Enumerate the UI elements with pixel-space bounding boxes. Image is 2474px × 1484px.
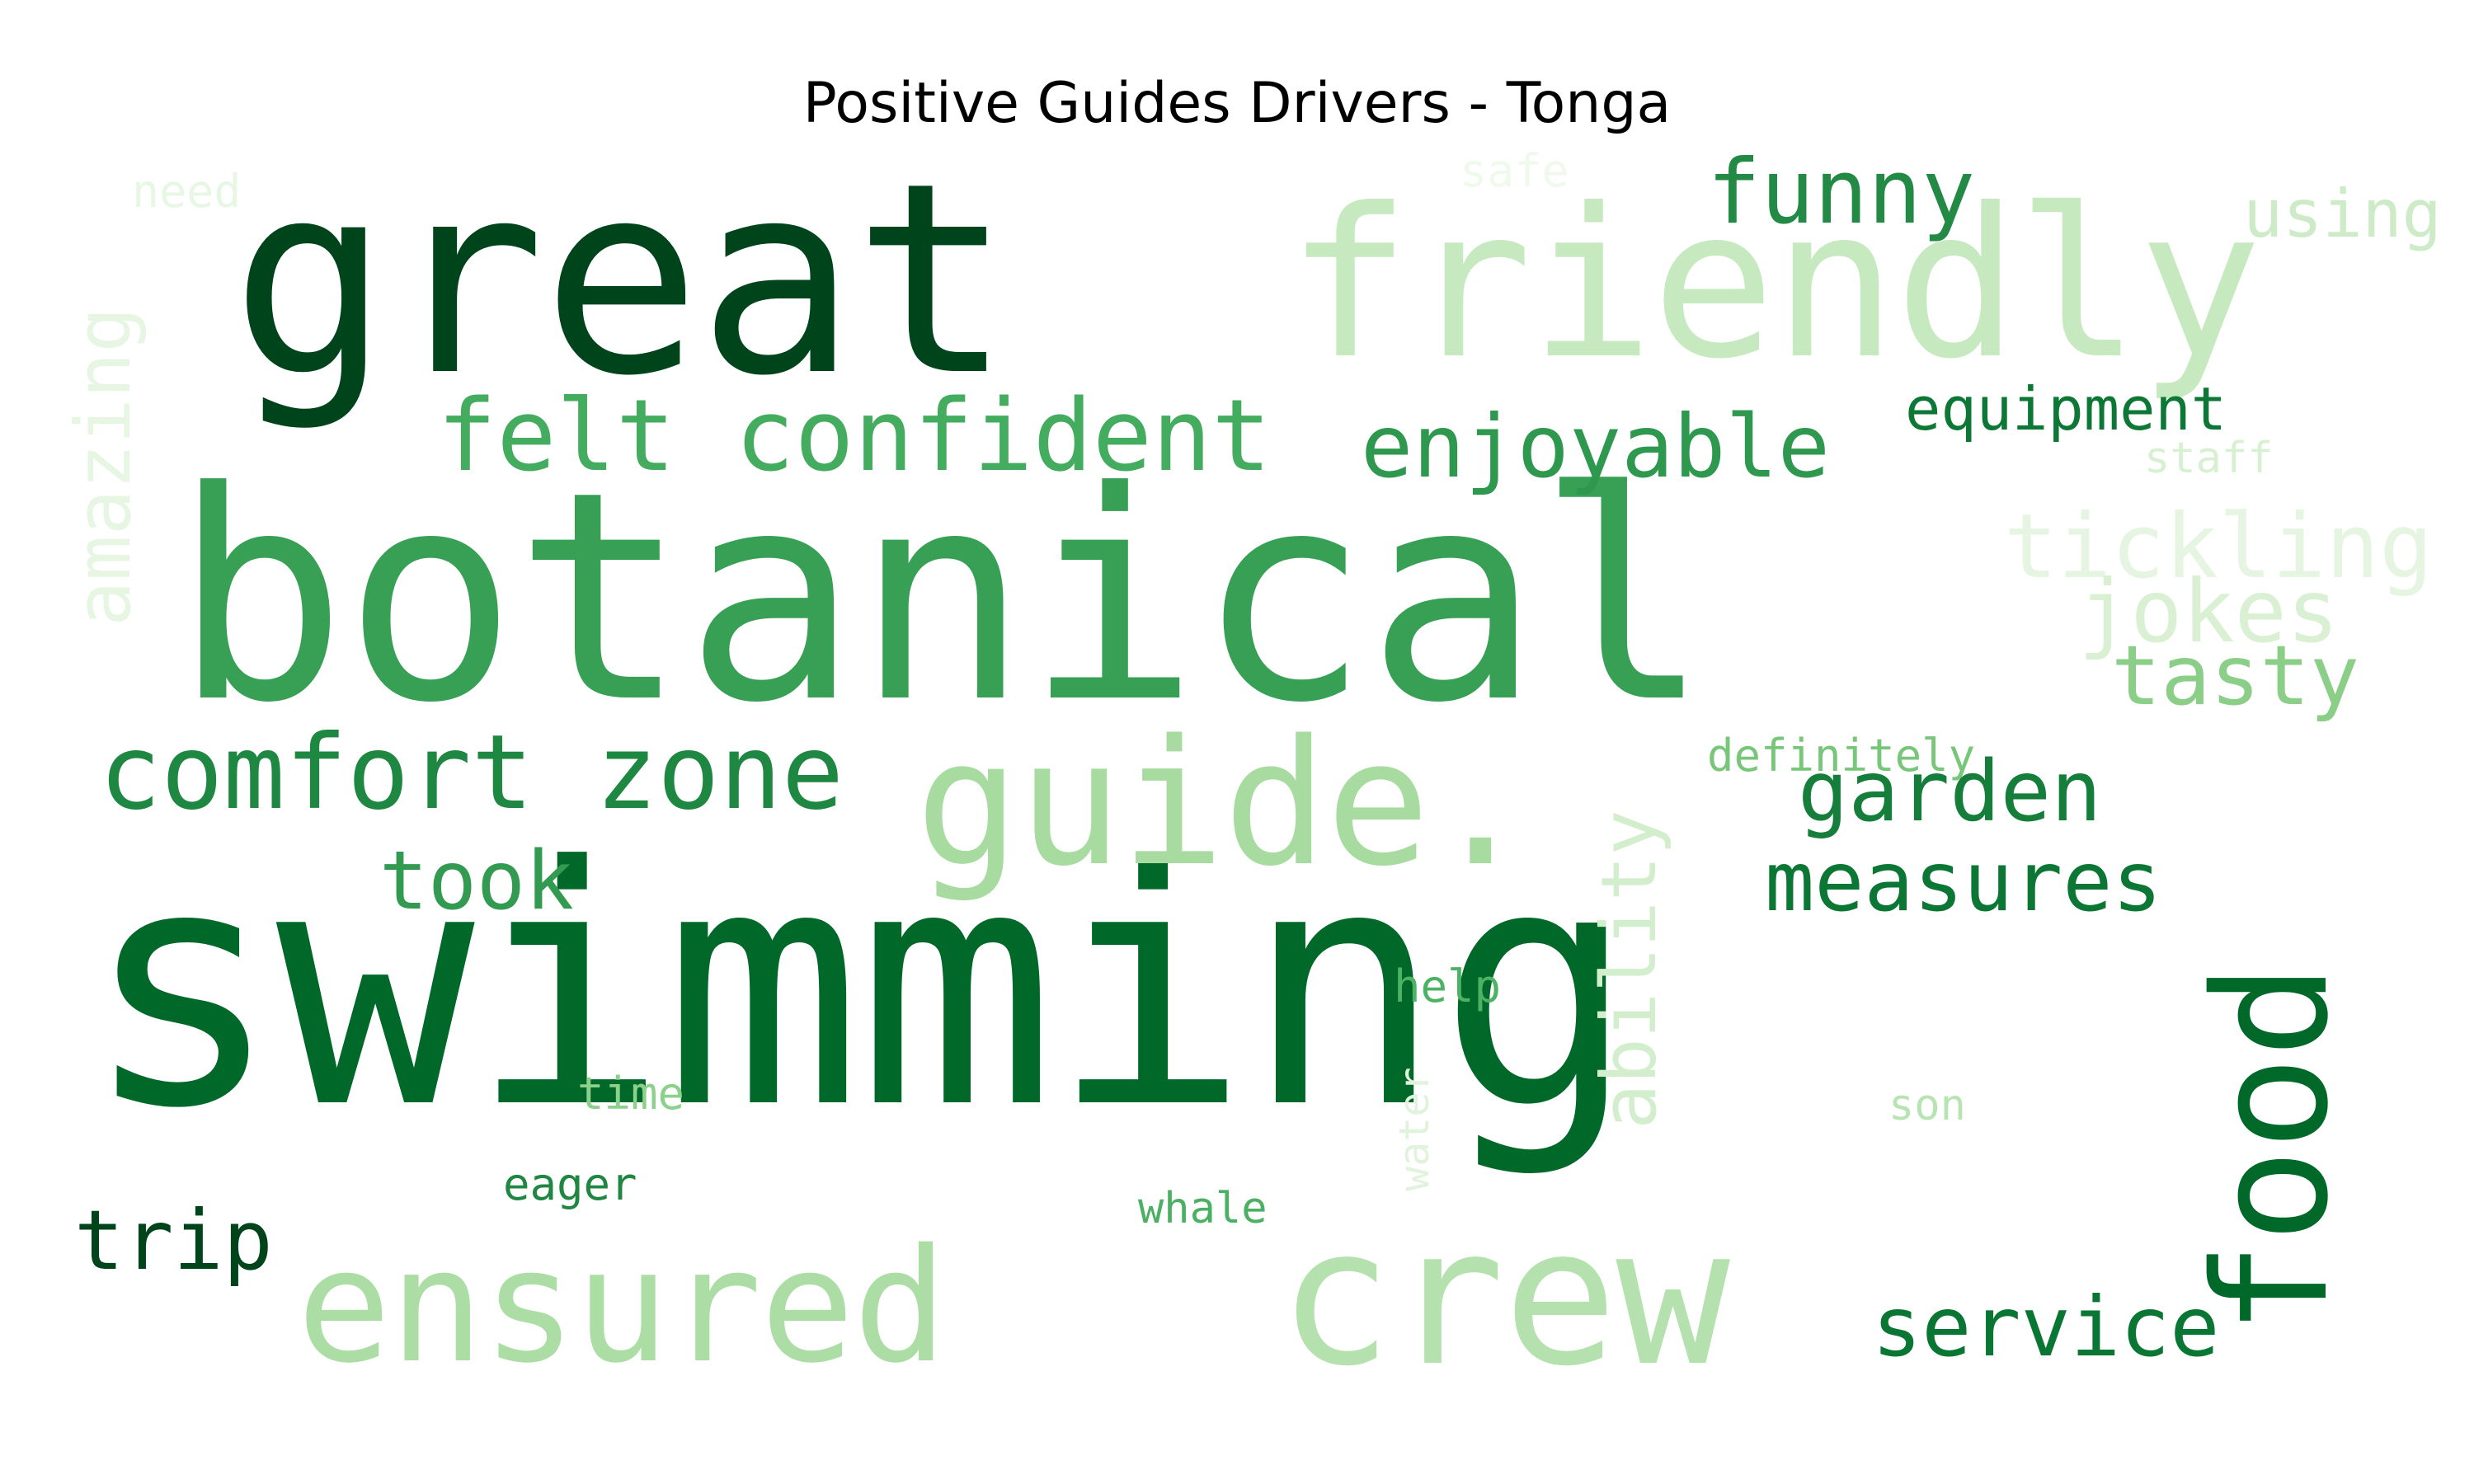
word-son: son: [1888, 1081, 1966, 1130]
word-enjoyable: enjoyable: [1361, 397, 1830, 497]
word-water: water: [1390, 1067, 1438, 1191]
word-ability: ability: [1585, 810, 1673, 1129]
word-crew: crew: [1278, 1188, 1730, 1408]
word-funny: funny: [1707, 141, 1976, 244]
word-measures: measures: [1765, 834, 2162, 930]
word-tasty: tasty: [2111, 627, 2360, 724]
word-time: time: [577, 1068, 685, 1120]
word-equipment: equipment: [1905, 374, 2227, 444]
word-eager: eager: [503, 1158, 637, 1210]
word-ensured: ensured: [297, 1215, 948, 1397]
word-definitely: definitely: [1707, 730, 1976, 782]
word-staff: staff: [2144, 434, 2274, 483]
word-whale: whale: [1138, 1184, 1268, 1233]
word-felt-confident: felt confident: [437, 379, 1272, 494]
word-trip: trip: [74, 1192, 273, 1289]
word-help: help: [1394, 960, 1502, 1012]
word-tickling: tickling: [2004, 495, 2434, 599]
word-jokes: jokes: [2078, 561, 2340, 662]
word-took: took: [379, 834, 575, 928]
word-cloud: swimming botanical great friendly guide.…: [59, 127, 2442, 1393]
word-need: need: [132, 165, 242, 218]
word-friendly: friendly: [1286, 164, 2262, 404]
word-comfort-zone: comfort zone: [99, 713, 844, 833]
word-using: using: [2243, 176, 2442, 252]
word-swimming: swimming: [82, 797, 1637, 1181]
word-guide: guide.: [915, 702, 1533, 904]
word-amazing: amazing: [59, 307, 148, 627]
word-service: service: [1872, 1279, 2220, 1375]
word-garden: garden: [1798, 743, 2102, 841]
word-great: great: [231, 127, 1012, 434]
chart-title: Positive Guides Drivers - Tonga: [802, 71, 1672, 136]
word-botanical: botanical: [173, 430, 1710, 766]
word-safe: safe: [1460, 144, 1569, 197]
